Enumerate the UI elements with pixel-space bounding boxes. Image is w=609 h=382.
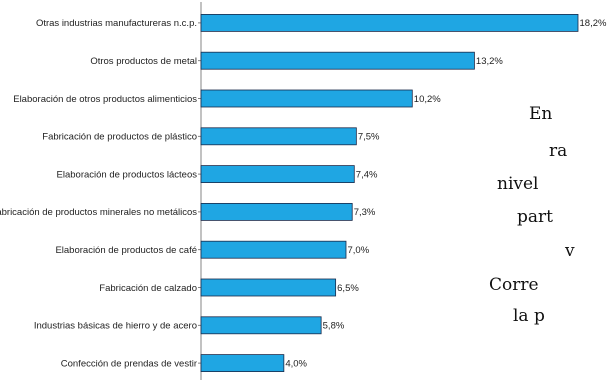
data-label: 7,0%	[348, 245, 370, 256]
bar	[200, 165, 355, 184]
side-text-line: ra	[549, 141, 568, 161]
side-text-line: Corre	[489, 275, 539, 295]
data-label: 4,0%	[285, 358, 307, 369]
category-label: Otras industrias manufactureras n.c.p.	[36, 18, 197, 29]
data-label: 18,2%	[580, 18, 607, 29]
data-label: 10,2%	[414, 94, 441, 105]
category-label: Otros productos de metal	[90, 56, 197, 67]
bars-layer: Otras industrias manufactureras n.c.p. 18…	[0, 13, 607, 373]
side-paragraph: En ra nivel part v Corre la p	[489, 0, 609, 382]
bar	[200, 51, 475, 70]
category-label: Elaboración de productos lácteos	[57, 169, 198, 180]
bar	[200, 13, 579, 32]
bar	[200, 202, 353, 221]
category-label: Fabricación de productos minerales no me…	[0, 207, 197, 218]
data-label: 5,8%	[323, 321, 345, 332]
bar	[200, 127, 357, 146]
bar	[200, 89, 413, 108]
category-label: Industrias básicas de hierro y de acero	[34, 321, 197, 332]
data-label: 7,4%	[356, 169, 378, 180]
bar	[200, 316, 322, 335]
category-label: Confección de prendas de vestir	[61, 358, 197, 369]
side-text-line: En	[529, 104, 553, 124]
category-label: Elaboración de otros productos alimentic…	[13, 94, 197, 105]
data-label: 7,3%	[354, 207, 376, 218]
bar	[200, 278, 337, 297]
category-label: Fabricación de calzado	[99, 283, 197, 294]
side-text-line: v	[565, 241, 575, 261]
bar	[200, 240, 347, 259]
data-label: 13,2%	[476, 56, 503, 67]
data-label: 7,5%	[358, 132, 380, 143]
bar	[200, 354, 285, 373]
side-text-line: part	[517, 207, 553, 227]
category-label: Fabricación de productos de plástico	[42, 132, 197, 143]
side-text-line: nivel	[497, 174, 539, 194]
side-text-line: la p	[513, 306, 545, 326]
category-label: Elaboración de productos de café	[55, 245, 197, 256]
data-label: 6,5%	[337, 283, 359, 294]
